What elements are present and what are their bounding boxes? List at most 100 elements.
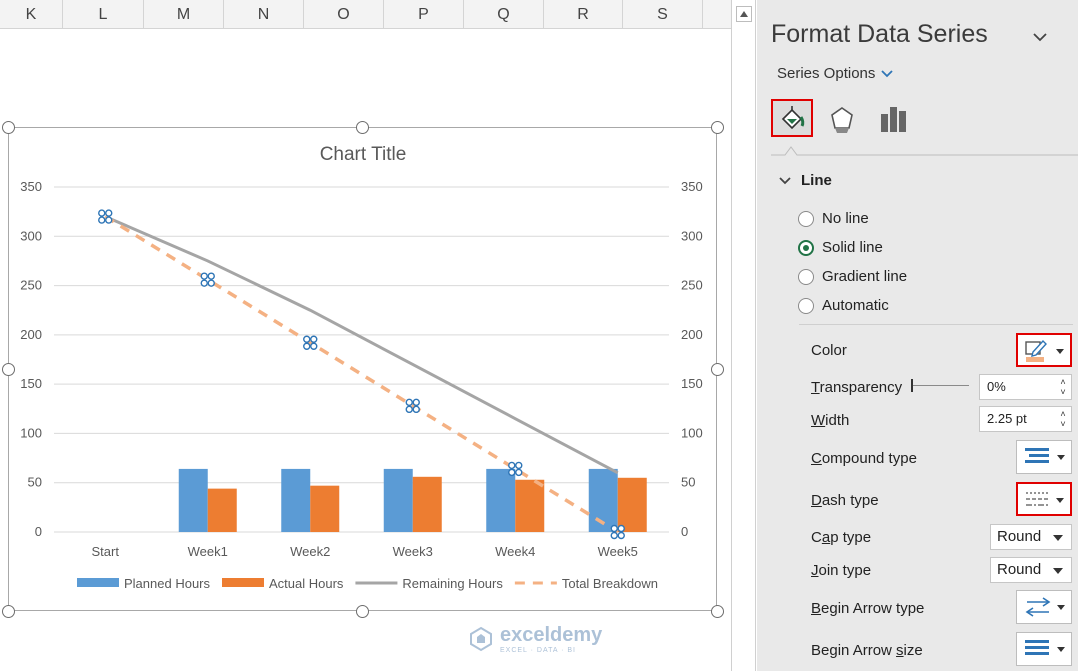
radio-button[interactable] xyxy=(798,210,814,227)
chart-resize-handle-left[interactable] xyxy=(2,363,15,376)
x-tick-label: Start xyxy=(92,544,120,559)
radio-automatic[interactable]: Automatic xyxy=(798,297,889,314)
vertical-scrollbar[interactable] xyxy=(731,0,756,671)
column-header-n[interactable]: N xyxy=(224,0,304,29)
bar-planned-hours xyxy=(281,468,311,532)
selection-point-marker xyxy=(310,342,318,350)
radio-no-line[interactable]: No line xyxy=(798,210,869,227)
tab-fill-line[interactable] xyxy=(771,99,813,137)
radio-button[interactable] xyxy=(798,239,814,256)
width-input[interactable]: 2.25 pt ˄ ˅ xyxy=(979,406,1072,432)
tab-indicator xyxy=(771,146,1078,156)
column-header-r[interactable]: R xyxy=(544,0,623,29)
radio-solid-line[interactable]: Solid line xyxy=(798,239,883,256)
selection-point-marker xyxy=(617,524,625,533)
y-tick-label: 300 xyxy=(20,228,42,243)
y-tick-label: 350 xyxy=(20,179,42,194)
bar-actual-hours xyxy=(412,476,442,532)
burndown-chart[interactable]: Chart Title 0 0 50 50 100 100 150 150 200 200 250 25… xyxy=(8,127,717,611)
x-tick-label: Week4 xyxy=(495,544,535,559)
color-picker-button[interactable] xyxy=(1016,333,1072,367)
y-tick-label: 50 xyxy=(28,475,42,490)
radio-button[interactable] xyxy=(798,297,814,314)
selection-point-marker xyxy=(610,531,618,540)
chart-resize-handle-bottom[interactable] xyxy=(356,605,369,618)
cap-type-select[interactable]: Round xyxy=(990,524,1072,550)
radio-button[interactable] xyxy=(798,268,814,285)
legend-swatch xyxy=(222,578,264,587)
join-type-label: Join type xyxy=(811,562,872,579)
scroll-up-button[interactable] xyxy=(736,6,752,22)
caret-down-icon xyxy=(1053,568,1063,574)
watermark-name: exceldemy xyxy=(500,624,603,646)
join-type-select[interactable]: Round xyxy=(990,557,1072,583)
begin-arrow-size-button[interactable] xyxy=(1016,632,1072,666)
selection-point-marker xyxy=(405,405,413,414)
bar-planned-hours xyxy=(383,468,413,532)
watermark-subtitle: EXCEL · DATA · BI xyxy=(500,647,576,654)
compound-type-button[interactable] xyxy=(1016,440,1072,474)
series-options-dropdown[interactable]: Series Options xyxy=(777,65,894,82)
y-tick-label: 150 xyxy=(20,376,42,391)
spin-arrows[interactable]: ˄ ˅ xyxy=(1060,409,1066,429)
tab-effects[interactable] xyxy=(825,100,867,138)
y-tick-label: 100 xyxy=(20,425,42,440)
selection-point-marker xyxy=(105,216,113,224)
chevron-down-icon xyxy=(779,176,791,184)
chart-resize-handle-top-left[interactable] xyxy=(2,121,15,134)
selection-point-marker xyxy=(508,468,516,477)
line-section-header[interactable]: Line xyxy=(779,172,832,189)
chart-plot: Chart Title 0 0 50 50 100 100 150 150 200 200 250 25… xyxy=(20,144,703,591)
secondary-y-tick-label: 350 xyxy=(681,179,703,194)
chevron-down-icon[interactable] xyxy=(1033,30,1047,44)
selection-point-marker xyxy=(508,461,516,470)
dash-type-button[interactable] xyxy=(1016,482,1072,516)
transparency-slider-thumb[interactable] xyxy=(911,379,913,392)
column-header-s[interactable]: S xyxy=(623,0,703,29)
column-header-p[interactable]: P xyxy=(384,0,464,29)
bar-actual-hours xyxy=(515,479,545,532)
column-header-l[interactable]: L xyxy=(63,0,144,29)
transparency-label: Transparency xyxy=(811,379,903,396)
column-header-q[interactable]: Q xyxy=(464,0,544,29)
chart-resize-handle-top-right[interactable] xyxy=(711,121,724,134)
selection-point-marker xyxy=(207,272,215,280)
chart-title: Chart Title xyxy=(320,144,407,165)
compound-type-label: Compound type xyxy=(811,450,917,467)
radio-gradient-line[interactable]: Gradient line xyxy=(798,268,907,285)
series-options-label: Series Options xyxy=(777,65,876,82)
chart-resize-handle-top[interactable] xyxy=(356,121,369,134)
spin-arrows[interactable]: ˄ ˅ xyxy=(1060,377,1066,397)
secondary-y-tick-label: 0 xyxy=(681,524,688,539)
chart-resize-handle-bottom-left[interactable] xyxy=(2,605,15,618)
format-data-series-pane: Format Data Series Series Options xyxy=(757,0,1078,671)
selection-point-marker xyxy=(405,398,413,407)
selection-point-marker xyxy=(610,524,618,533)
chart-resize-handle-right[interactable] xyxy=(711,363,724,376)
column-header-m[interactable]: M xyxy=(144,0,224,29)
begin-arrow-type-button[interactable] xyxy=(1016,590,1072,624)
chart-resize-handle-bottom-right[interactable] xyxy=(711,605,724,618)
column-header-k[interactable]: K xyxy=(0,0,63,29)
watermark-logo: exceldemy EXCEL · DATA · BI xyxy=(468,624,602,654)
bar-planned-hours xyxy=(178,468,208,532)
x-tick-label: Week1 xyxy=(188,544,228,559)
tab-series-options[interactable] xyxy=(873,100,915,138)
radio-label: Automatic xyxy=(822,297,889,314)
y-tick-label: 200 xyxy=(20,327,42,342)
secondary-y-tick-label: 100 xyxy=(681,425,703,440)
secondary-y-tick-label: 150 xyxy=(681,376,703,391)
caret-down-icon xyxy=(1057,647,1065,652)
transparency-slider-track[interactable] xyxy=(913,385,969,386)
secondary-y-tick-label: 300 xyxy=(681,228,703,243)
color-label: Color xyxy=(811,342,847,359)
transparency-input[interactable]: 0% ˄ ˅ xyxy=(979,374,1072,400)
begin-arrow-type-label: Begin Arrow type xyxy=(811,600,925,617)
dash-type-label: Dash type xyxy=(811,492,879,509)
bar-planned-hours xyxy=(486,468,516,532)
column-header-o[interactable]: O xyxy=(304,0,384,29)
dash-lines-icon xyxy=(1026,492,1050,506)
series-line-remaining-hours xyxy=(104,215,619,475)
secondary-y-tick-label: 250 xyxy=(681,278,703,293)
